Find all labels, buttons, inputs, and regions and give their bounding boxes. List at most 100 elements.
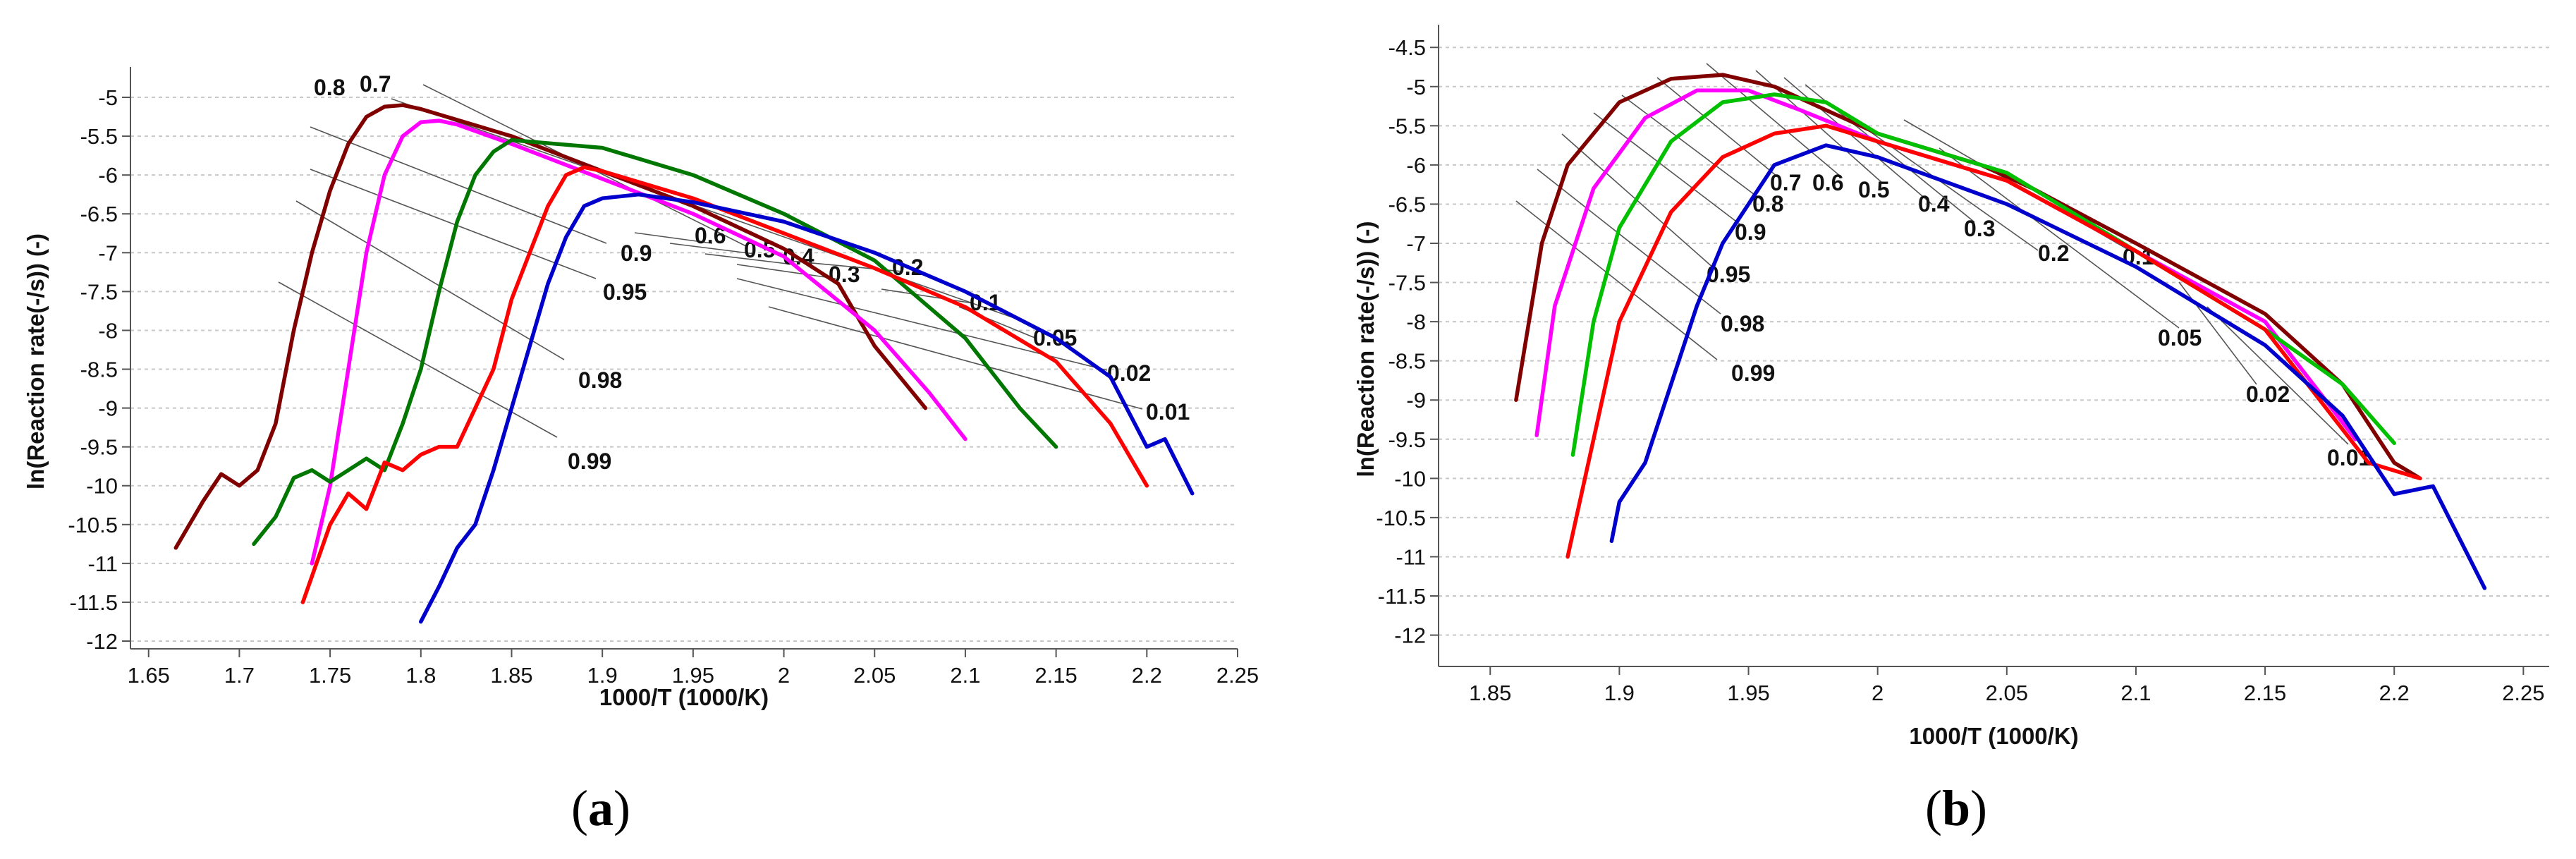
y-tick-label-b: -4.5	[1388, 35, 1426, 60]
series-line-b-2	[1534, 88, 2358, 441]
chart-panel-a: -5 -5.5 -6 -6.5 -7 -7.5 -8 -8.5 -9 -9.5 -10 -10.5 -1…	[23, 67, 1259, 710]
iso-conversion-line-a	[310, 169, 597, 279]
y-tick-label-b: -9.5	[1388, 427, 1426, 452]
iso-conversion-line-b	[1621, 95, 1764, 202]
iso-conversion-line-a	[768, 306, 1143, 410]
conversion-label-a: 0.8	[314, 75, 345, 100]
iso-conversion-line-b	[1706, 63, 1841, 177]
iso-conversion-line-a	[310, 126, 607, 244]
iso-conversion-line-a	[278, 281, 558, 438]
x-tick-label-b: 2.15	[2244, 681, 2286, 705]
chart-panel-b: -4.5 -5 -5.5 -6 -6.5 -7 -7.5 -8 -8.5 -9 -9.5 -10 -10…	[1353, 25, 2549, 749]
y-tick-label-a: -7.5	[80, 279, 118, 304]
y-axis-title-b: ln(Reaction rate(-/s)) (-)	[1353, 221, 1379, 477]
y-tick-label-b: -11.5	[1378, 584, 1426, 609]
conversion-label-b: 0.6	[1812, 170, 1843, 195]
y-tick-label-b: -10.5	[1376, 506, 1426, 530]
iso-conversion-line-b	[2206, 306, 2349, 445]
conversion-label-a: 0.99	[568, 449, 611, 474]
series-line-b-4	[1565, 123, 2422, 559]
x-tick-label-a: 2.25	[1216, 663, 1259, 688]
iso-conversion-line-a	[391, 98, 1023, 322]
iso-conversion-line-a	[736, 264, 836, 279]
conversion-label-b: 0.5	[1858, 177, 1889, 202]
x-tick-label-b: 2.25	[2502, 681, 2544, 705]
y-tick-label-b: -7.5	[1388, 271, 1426, 296]
y-tick-label-a: -5.5	[80, 124, 118, 149]
series-line-a-1	[173, 103, 928, 550]
y-tick-label-b: -10	[1394, 466, 1426, 491]
y-tick-label-b: -8.5	[1388, 349, 1426, 374]
x-tick-label-a: 2.1	[950, 663, 980, 688]
conversion-label-b: 0.2	[2038, 240, 2069, 266]
y-tick-label-a: -8.5	[80, 358, 118, 382]
series-line-a-5	[419, 192, 1195, 624]
y-tick-label-b: -8	[1406, 310, 1426, 334]
iso-conversion-line-a	[704, 253, 794, 265]
iso-conversion-line-a	[881, 288, 974, 304]
conversion-label-b: 0.05	[2158, 325, 2202, 351]
x-tick-label-b: 2.1	[2120, 681, 2151, 705]
conversion-label-a: 0.9	[621, 240, 652, 266]
x-tick-label-b: 1.85	[1469, 681, 1511, 705]
conversion-label-b: 0.8	[1752, 191, 1783, 217]
conversion-label-b: 0.98	[1721, 311, 1764, 336]
iso-conversion-line-b	[1593, 112, 1742, 226]
y-tick-label-a: -9.5	[80, 435, 118, 460]
y-axis-title-a: ln(Reaction rate(-/s)) (-)	[23, 233, 49, 489]
y-tick-label-a: -8	[98, 318, 118, 343]
x-tick-label-a: 1.85	[490, 663, 532, 688]
y-tick-label-b: -5	[1406, 75, 1426, 99]
x-tick-label-a: 2	[778, 663, 790, 688]
conversion-label-a: 0.95	[603, 279, 647, 305]
y-tick-label-a: -12	[86, 629, 118, 654]
x-axis-title-a: 1000/T (1000/K)	[599, 684, 769, 710]
x-tick-label-a: 2.15	[1034, 663, 1077, 688]
x-tick-label-b: 1.95	[1727, 681, 1769, 705]
iso-conversion-line-a	[295, 200, 565, 360]
x-axis-title-b: 1000/T (1000/K)	[1909, 723, 2078, 749]
y-tick-label-a: -11	[87, 552, 118, 576]
x-tick-label-b: 2.05	[1986, 681, 2028, 705]
panel-label-a: (a)	[571, 780, 630, 836]
conversion-label-b: 0.9	[1735, 219, 1766, 245]
iso-conversion-line-b	[1656, 77, 1778, 177]
conversion-label-b: 0.7	[1770, 170, 1801, 195]
y-tick-label-b: -9	[1406, 388, 1426, 413]
y-tick-label-a: -6	[98, 163, 118, 188]
y-tick-label-a: -10.5	[68, 513, 118, 537]
y-tick-label-a: -9	[98, 396, 118, 421]
x-tick-label-a: 1.7	[224, 663, 255, 688]
iso-conversion-line-a	[669, 243, 755, 255]
y-tick-label-a: -6.5	[80, 202, 118, 226]
conversion-label-b: 0.3	[1964, 216, 1995, 241]
conversion-label-b: 0.4	[1918, 191, 1950, 217]
series-line-b-5	[1609, 143, 2487, 590]
x-tick-label-b: 2	[1872, 681, 1884, 705]
x-tick-label-a: 1.8	[405, 663, 436, 688]
x-tick-label-a: 2.05	[853, 663, 896, 688]
y-tick-label-b: -5.5	[1388, 114, 1426, 138]
conversion-label-a: 0.01	[1146, 399, 1190, 425]
y-tick-label-a: -7	[98, 240, 118, 265]
y-tick-label-b: -6.5	[1388, 192, 1426, 217]
y-tick-label-b: -6	[1406, 153, 1426, 178]
conversion-label-a: 0.7	[360, 71, 391, 97]
y-tick-label-b: -7	[1406, 231, 1426, 256]
iso-conversion-line-b	[1515, 200, 1718, 360]
x-tick-label-a: 1.95	[672, 663, 714, 688]
x-tick-label-a: 2.2	[1132, 663, 1162, 688]
panel-label-b: (b)	[1925, 780, 1988, 836]
y-tick-label-a: -10	[86, 474, 118, 499]
conversion-label-b: 0.99	[1731, 360, 1775, 386]
iso-conversion-line-b	[1537, 169, 1721, 315]
x-tick-label-b: 2.2	[2379, 681, 2410, 705]
x-tick-label-a: 1.65	[128, 663, 170, 688]
iso-conversion-line-b	[1561, 133, 1714, 269]
conversion-label-b: 0.02	[2246, 382, 2290, 407]
series-line-a-4	[300, 165, 1149, 604]
conversion-label-a: 0.98	[578, 367, 622, 393]
y-tick-label-a: -11.5	[70, 590, 118, 615]
iso-conversion-line-a	[634, 232, 713, 244]
